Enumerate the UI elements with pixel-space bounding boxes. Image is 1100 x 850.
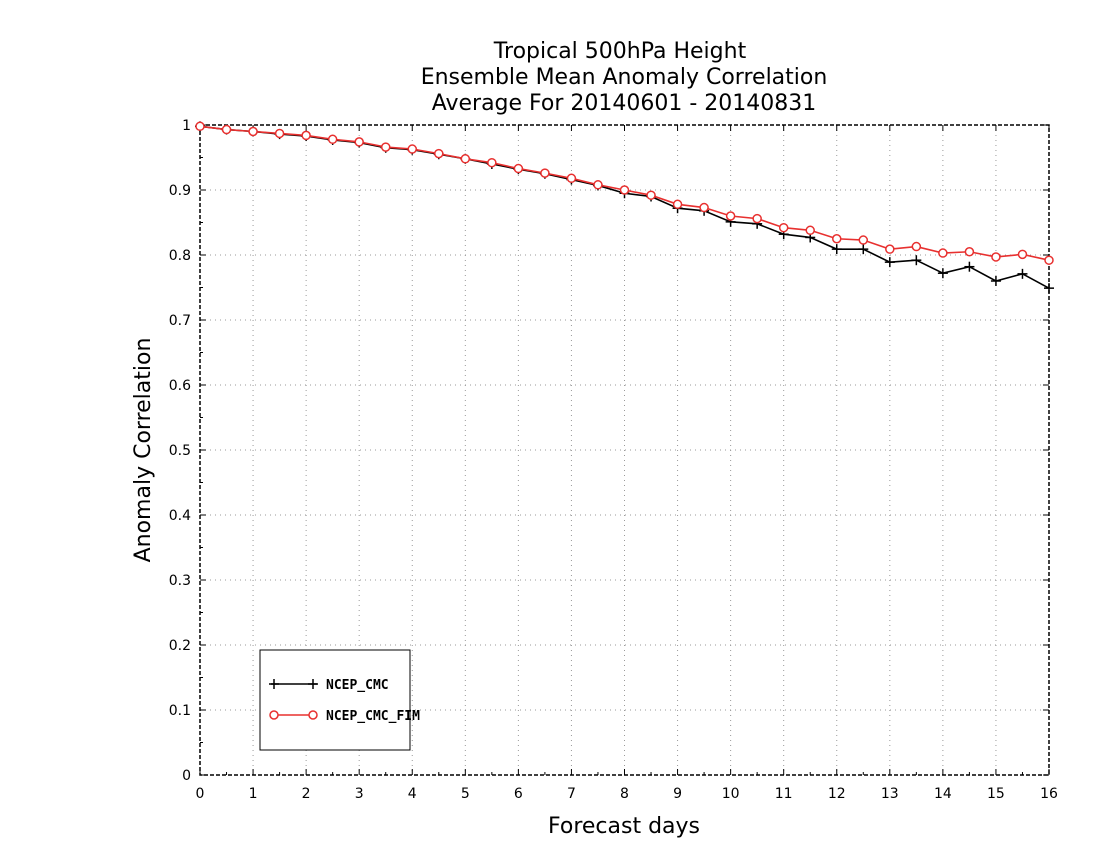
data-point-ncep-cmc-fim [354, 137, 364, 147]
y-tick-label: 0.3 [169, 573, 191, 589]
data-point-ncep-cmc-fim [964, 247, 975, 257]
data-point-ncep-cmc-fim [301, 130, 311, 141]
data-point-ncep-cmc-fim [274, 128, 285, 139]
data-point-ncep-cmc-fim [646, 190, 656, 200]
data-point-ncep-cmc-fim [858, 235, 869, 245]
x-tick-label: 13 [881, 786, 899, 802]
y-tick-label: 0.5 [169, 443, 191, 459]
legend-sample-ncep-cmc-fim [269, 710, 318, 720]
y-tick-label: 0.4 [169, 508, 191, 524]
data-point-ncep-cmc-fim [752, 213, 762, 224]
x-tick-label: 11 [775, 786, 793, 802]
data-point-ncep-cmc [937, 268, 948, 279]
legend-label-ncep-cmc: NCEP_CMC [326, 678, 389, 693]
data-point-ncep-cmc-fim [248, 126, 258, 137]
x-tick-label: 7 [567, 786, 576, 802]
x-tick-label: 12 [828, 786, 846, 802]
data-point-ncep-cmc-fim [195, 121, 205, 132]
x-tick-label: 3 [355, 786, 364, 802]
y-tick-label: 0.2 [169, 638, 191, 654]
legend: NCEP_CMC NCEP_CMC_FIM [259, 649, 420, 751]
x-tick-label: 14 [934, 786, 952, 802]
chart-title-line-3: Average For 20140601 - 20140831 [432, 91, 817, 116]
data-point-ncep-cmc-fim [805, 225, 815, 236]
y-axis-label: Anomaly Correlation [131, 338, 156, 563]
grid [200, 125, 1049, 775]
data-point-ncep-cmc [1044, 283, 1054, 294]
series-group [195, 121, 1054, 294]
legend-marker [308, 679, 318, 689]
data-point-ncep-cmc [911, 255, 922, 266]
x-tick-label: 2 [302, 786, 311, 802]
data-point-ncep-cmc-fim [221, 124, 232, 135]
data-point-ncep-cmc-fim [566, 173, 577, 184]
x-tick-label: 9 [673, 786, 682, 802]
y-tick-label: 0.1 [169, 703, 191, 719]
data-point-ncep-cmc-fim [487, 157, 497, 168]
legend-label-ncep-cmc-fim: NCEP_CMC_FIM [326, 709, 420, 724]
data-point-ncep-cmc [884, 257, 895, 268]
data-point-ncep-cmc-fim [407, 144, 417, 154]
data-point-ncep-cmc-fim [593, 180, 603, 190]
x-axis-label: Forecast days [548, 814, 700, 839]
legend-marker [269, 710, 279, 720]
data-point-ncep-cmc-fim [885, 244, 895, 254]
x-tick-label: 1 [249, 786, 258, 802]
data-point-ncep-cmc-fim [513, 163, 524, 174]
data-point-ncep-cmc [990, 276, 1001, 286]
x-tick-label: 15 [987, 786, 1005, 802]
legend-marker [308, 710, 318, 720]
x-tick-label: 16 [1040, 786, 1058, 802]
data-point-ncep-cmc-fim [540, 168, 550, 178]
data-point-ncep-cmc-fim [327, 134, 338, 145]
chart-title-line-1: Tropical 500hPa Height [493, 39, 747, 64]
axis-ticks: 0 1 2 3 4 5 6 7 8 9 10 11 12 13 14 15 1600.10.20.30.40.5… [169, 118, 1058, 802]
data-point-ncep-cmc-fim [725, 211, 736, 221]
y-tick-label: 0.9 [169, 183, 191, 199]
x-tick-label: 6 [514, 786, 523, 802]
data-point-ncep-cmc-fim [434, 148, 444, 159]
data-point-ncep-cmc-fim [1017, 249, 1028, 260]
data-point-ncep-cmc-fim [938, 248, 948, 258]
data-point-ncep-cmc-fim [672, 199, 683, 210]
data-point-ncep-cmc-fim [699, 202, 709, 213]
data-point-ncep-cmc-fim [832, 234, 842, 244]
legend-box [259, 649, 411, 751]
data-point-ncep-cmc-fim [911, 241, 922, 252]
data-point-ncep-cmc-fim [778, 222, 789, 233]
y-tick-label: 0.6 [169, 378, 191, 394]
data-point-ncep-cmc [964, 261, 975, 272]
y-tick-label: 0.7 [169, 313, 191, 329]
legend-sample-ncep-cmc [269, 679, 318, 689]
chart-title-line-2: Ensemble Mean Anomaly Correlation [421, 65, 828, 90]
data-point-ncep-cmc [858, 244, 869, 255]
x-tick-label: 0 [196, 786, 205, 802]
y-tick-label: 1 [182, 118, 191, 134]
x-tick-label: 5 [461, 786, 470, 802]
series-ncep-cmc [195, 121, 1054, 294]
series-ncep-cmc-fim [195, 121, 1054, 265]
data-point-ncep-cmc-fim [460, 154, 471, 164]
x-tick-label: 4 [408, 786, 417, 802]
data-point-ncep-cmc [1017, 268, 1028, 279]
legend-marker [269, 679, 279, 689]
x-tick-label: 8 [620, 786, 629, 802]
data-point-ncep-cmc-fim [1044, 255, 1054, 265]
data-point-ncep-cmc-fim [991, 252, 1001, 262]
data-point-ncep-cmc-fim [619, 185, 630, 195]
y-tick-label: 0.8 [169, 248, 191, 264]
x-tick-label: 10 [722, 786, 740, 802]
data-point-ncep-cmc [831, 244, 842, 255]
data-point-ncep-cmc-fim [380, 142, 391, 152]
y-tick-label: 0 [182, 768, 191, 784]
